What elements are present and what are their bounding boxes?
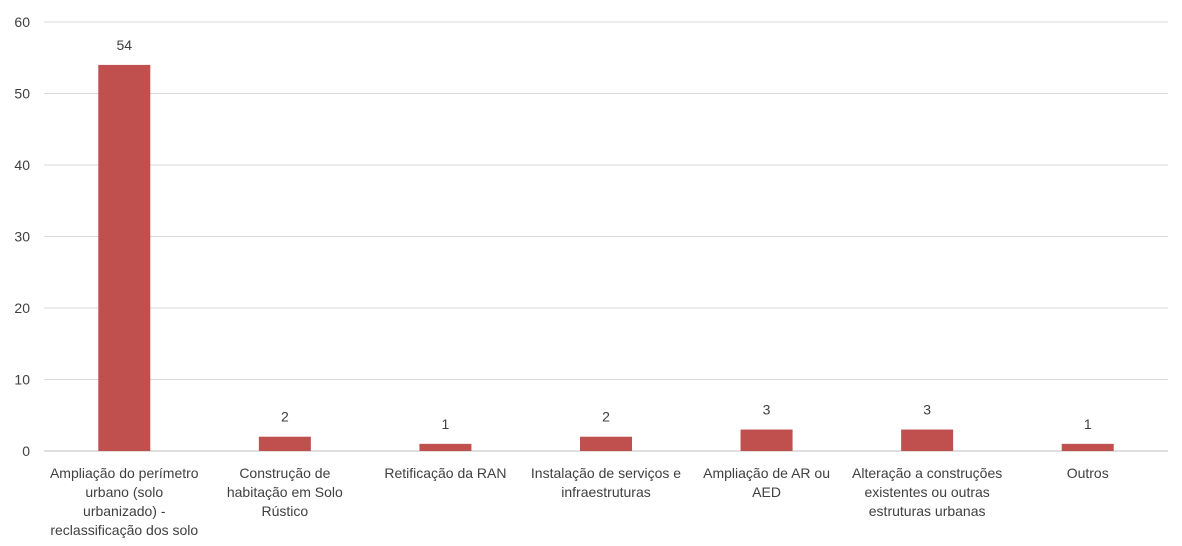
bar [98,64,151,452]
data-label: 2 [281,409,289,425]
y-tick-label: 50 [14,86,30,102]
y-tick-label: 60 [14,14,30,30]
y-tick-label: 20 [14,300,30,316]
category-label: Construção de habitação em Solo Rústico [227,465,343,519]
y-axis-ticks: 0 10 20 30 40 50 60 [14,14,30,459]
data-label: 3 [923,402,931,418]
data-label: 1 [442,416,450,432]
bars [98,64,1114,452]
category-label: Instalação de serviços e infraestruturas [531,465,681,500]
category-label: Outros [1067,465,1109,481]
data-label: 3 [763,402,771,418]
y-tick-label: 30 [14,229,30,245]
category-label: Retificação da RAN [384,465,506,481]
bar [419,443,472,451]
data-label: 54 [116,37,132,53]
gridlines [44,21,1168,452]
y-tick-label: 10 [14,372,30,388]
bar [1061,443,1114,451]
bar [580,436,632,451]
data-label: 2 [602,409,610,425]
bar [258,436,311,451]
category-label: Ampliação do perímetro urbano (solo urbani… [50,465,199,538]
data-labels: 54 2 1 2 3 3 1 [116,37,1091,432]
data-label: 1 [1084,416,1092,432]
bar [901,429,954,451]
y-tick-label: 0 [22,443,30,459]
category-labels: Ampliação do perímetro urbano (solo urbani… [50,465,1109,538]
y-tick-label: 40 [14,157,30,173]
category-label: Alteração a construções existentes ou out… [852,465,1002,519]
bar [740,429,793,451]
category-label: Ampliação de AR ou AED [703,465,830,500]
